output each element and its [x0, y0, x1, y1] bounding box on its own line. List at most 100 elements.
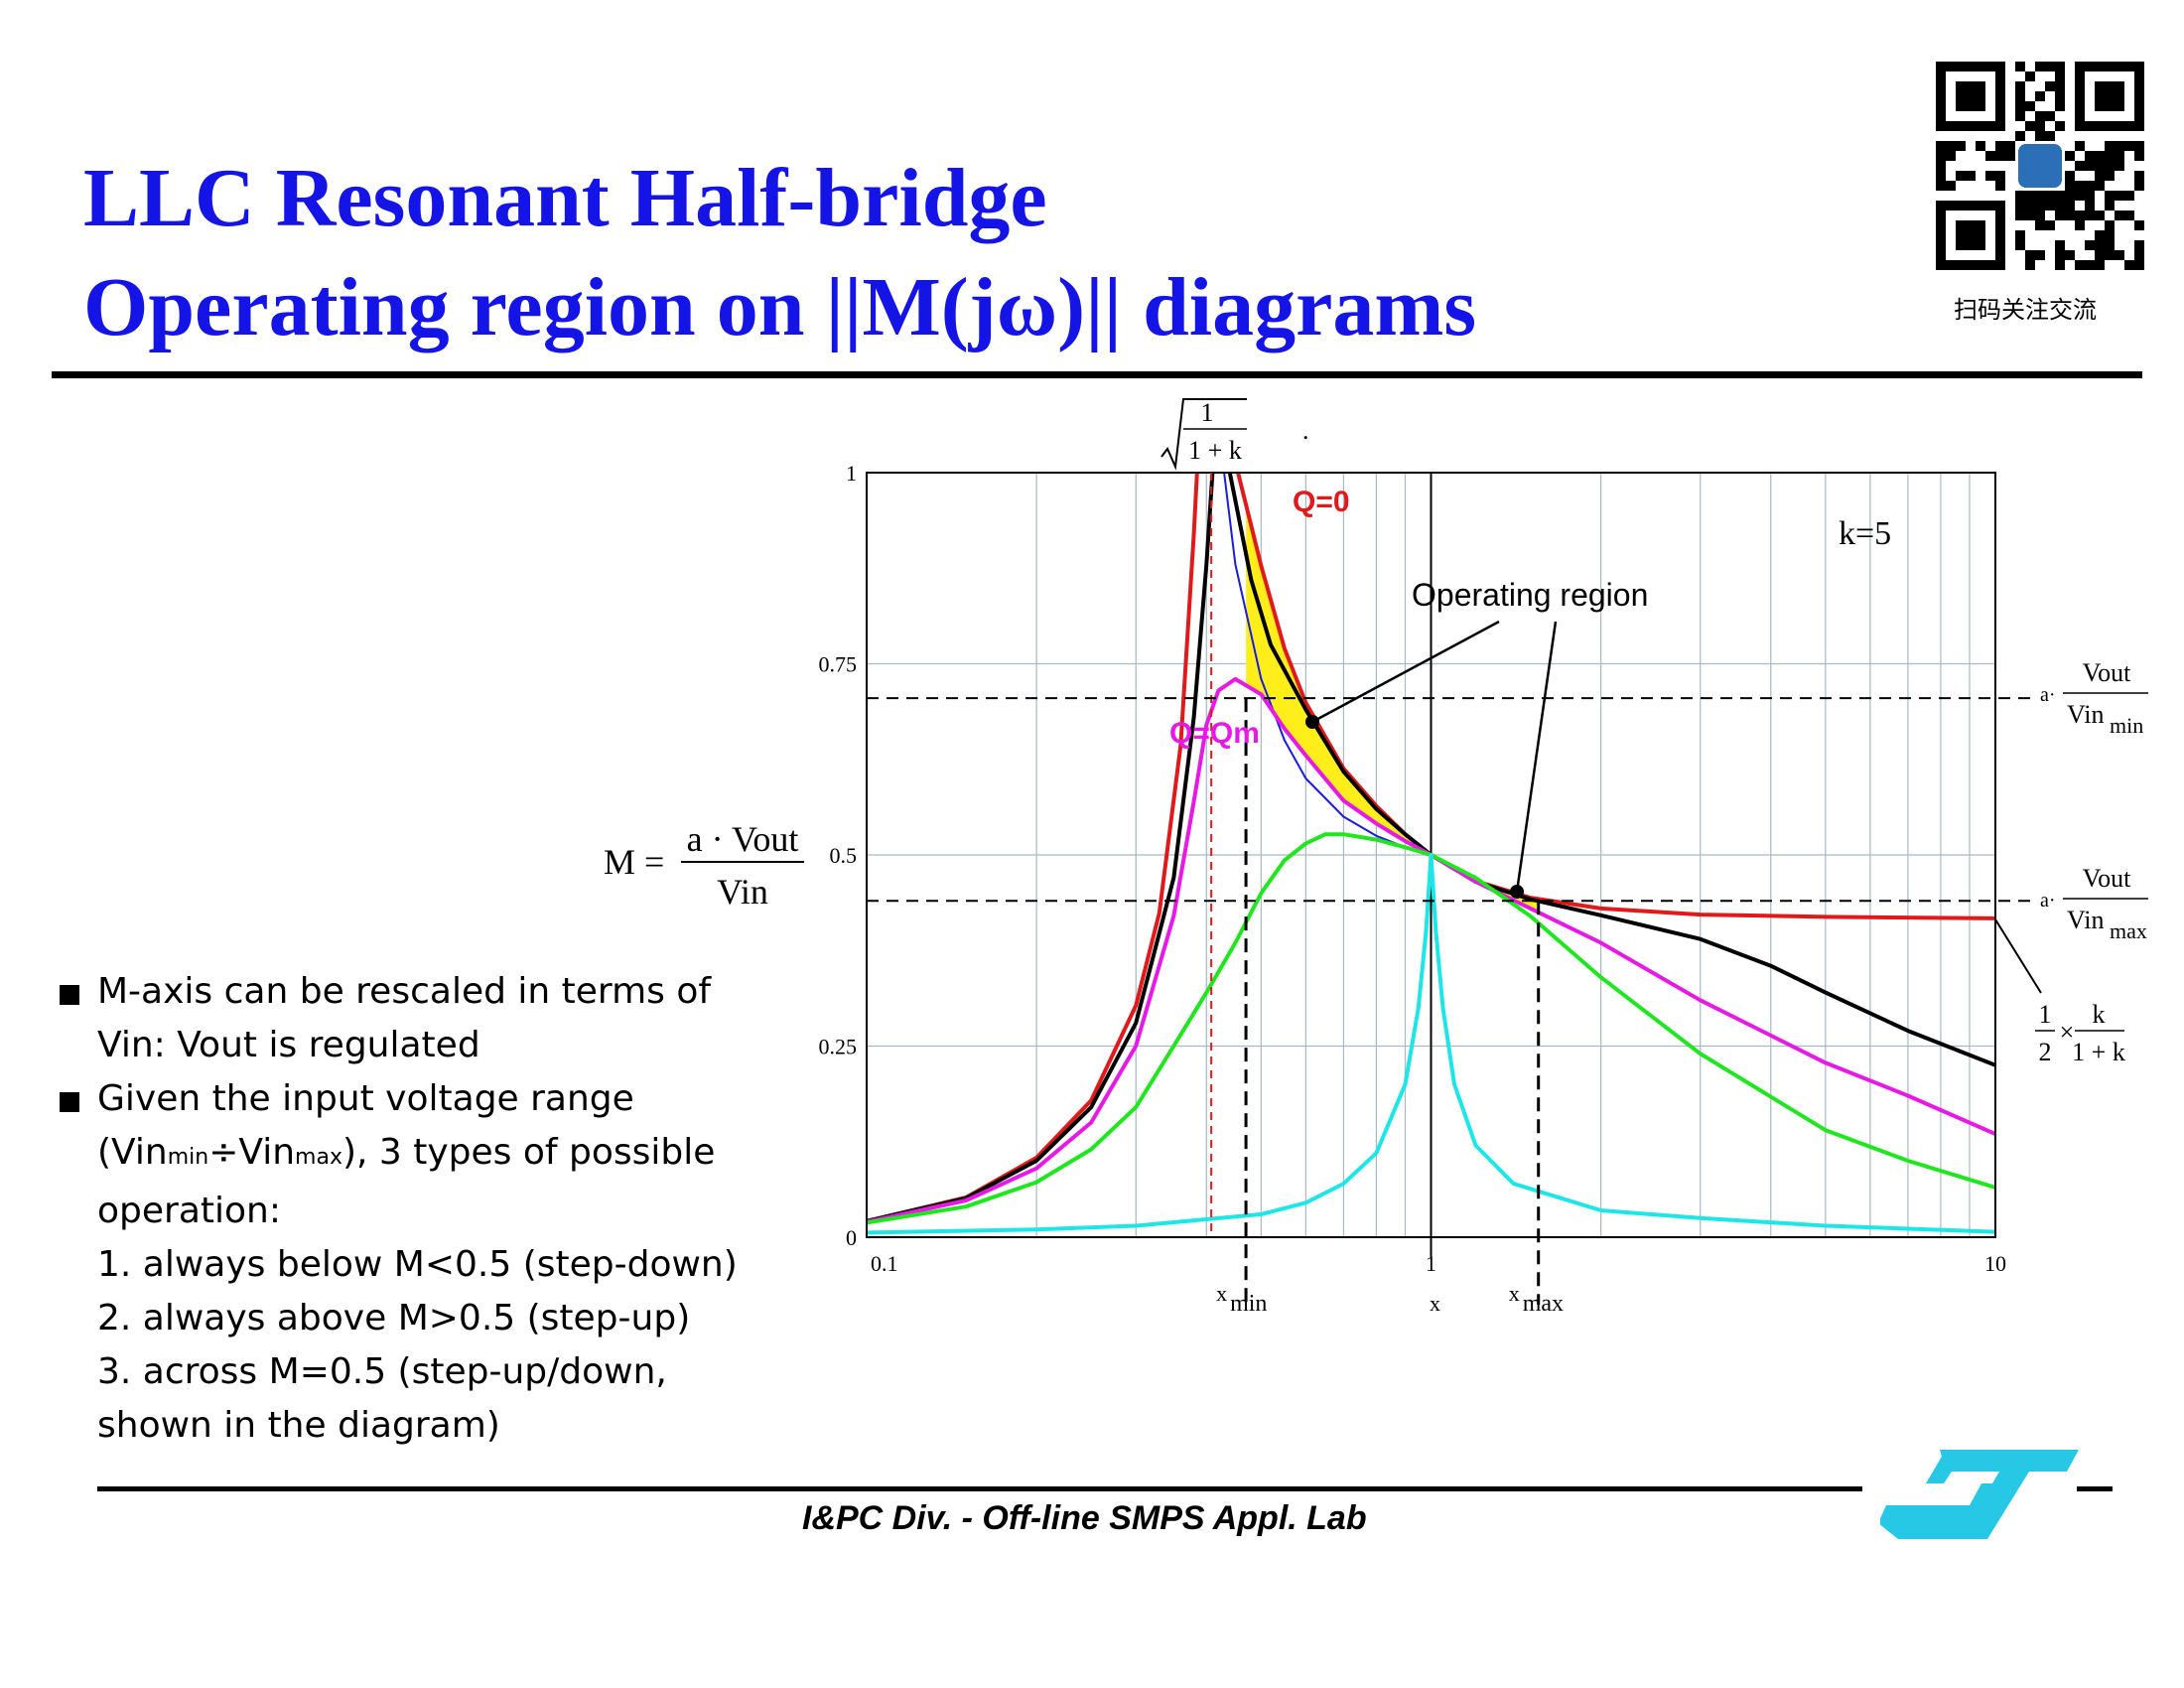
op-pointer-lower: [1515, 621, 1558, 893]
qr-module: [2095, 260, 2105, 270]
qr-module: [2095, 161, 2105, 171]
qr-module: [2095, 151, 2105, 161]
qr-module: [2045, 131, 2055, 141]
xmax-label: x: [1509, 1281, 1520, 1306]
qr-module: [2025, 121, 2035, 131]
qr-module: [2075, 260, 2085, 270]
qr-module: [2035, 131, 2045, 141]
vinmax-num: Vout: [2083, 864, 2131, 893]
bullet-item: Given the input voltage range (Vinmin÷Vi…: [56, 1072, 751, 1453]
qr-module: [1936, 141, 1946, 151]
qr-module: [2124, 260, 2134, 270]
qr-module: [1985, 171, 1995, 181]
xmax-sub: max: [1523, 1291, 1564, 1317]
bullet-square-icon: [60, 1092, 79, 1112]
xmin-sub: min: [1230, 1291, 1267, 1317]
vinmin-num: Vout: [2083, 658, 2131, 687]
xmin-label: x: [1216, 1281, 1227, 1306]
qr-module: [2045, 201, 2055, 211]
qr-module: [2115, 211, 2124, 220]
qr-module: [2055, 121, 2065, 131]
qr-module: [2115, 141, 2124, 151]
vinmax-a: a·: [2040, 890, 2056, 912]
qr-module: [2055, 62, 2065, 71]
tick-labels: 0 0.25 0.5 0.75 1 0.1 1 10: [819, 461, 2007, 1276]
qr-module: [2035, 111, 2045, 121]
qr-module: [2025, 71, 2035, 81]
qr-module: [2095, 171, 2105, 181]
m-definition: M = a · Vout Vin: [604, 819, 804, 912]
series-line: [867, 832, 1995, 1225]
qr-module: [2105, 151, 2115, 161]
qr-module: [2075, 220, 2085, 230]
reference-lines: [867, 473, 2035, 1305]
qr-module: [2035, 191, 2045, 201]
vinmax-label: a· Vout Vin max: [2040, 864, 2148, 943]
bullet-text: ÷Vin: [208, 1132, 296, 1173]
qr-module: [1946, 181, 1956, 191]
qr-module: [2055, 191, 2065, 201]
qr-module: [1976, 141, 1985, 151]
qr-module: [2025, 250, 2035, 260]
qr-module: [2025, 101, 2035, 111]
qr-module: [2055, 240, 2065, 250]
qr-module: [2035, 201, 2045, 211]
qr-module: [2035, 62, 2045, 71]
qr-module: [1946, 141, 1956, 151]
stray-dot: .: [1302, 416, 1309, 445]
qr-module: [2075, 181, 2085, 191]
y-tick-label: 0.25: [819, 1035, 858, 1059]
qr-module: [2065, 171, 2075, 181]
qr-module: [2105, 141, 2115, 151]
qr-module: [2015, 131, 2025, 141]
qr-module: [2015, 201, 2025, 211]
qr-module: [2085, 161, 2095, 171]
qr-module: [2025, 191, 2035, 201]
y-tick-label: 0: [846, 1225, 857, 1250]
qr-module: [2025, 260, 2035, 270]
op-point-lower: [1510, 885, 1524, 899]
operation-item-1: 1. always below M<0.5 (step-down): [97, 1244, 738, 1285]
qr-module: [1995, 151, 2005, 161]
operating-region-label: Operating region: [1412, 577, 1648, 613]
qr-module: [2055, 260, 2065, 270]
qr-module: [2134, 151, 2144, 161]
qr-module: [2085, 211, 2095, 220]
footer-divider: [97, 1486, 1862, 1491]
qr-module: [2075, 211, 2085, 220]
qr-module: [2075, 141, 2085, 151]
series-line: [867, 853, 1995, 1235]
x-tick-label: 0.1: [871, 1251, 898, 1276]
qr-module: [2134, 220, 2144, 230]
title-line-2: Operating region on ||M(jω)|| diagrams: [83, 261, 1477, 353]
qr-module: [2045, 81, 2055, 91]
times-sign: ×: [2060, 1018, 2075, 1047]
k-frac-num: k: [2093, 1000, 2106, 1029]
qr-module: [2035, 211, 2045, 220]
op-point-upper: [1305, 715, 1319, 729]
qr-module: [2115, 151, 2124, 161]
qr-module: [2005, 151, 2015, 161]
qr-module: [2095, 250, 2105, 260]
half-den: 2: [2039, 1038, 2052, 1066]
qr-module: [2105, 220, 2115, 230]
qr-module: [2115, 250, 2124, 260]
sqrt-formula: 1 1 + k: [1160, 398, 1247, 471]
qr-module: [2035, 250, 2045, 260]
m-def-den: Vin: [717, 872, 768, 912]
asymptote-pointer: [1994, 918, 2042, 994]
vinmax-den: Vin: [2067, 906, 2104, 934]
vinmin-den: Vin: [2067, 700, 2104, 729]
qr-module: [2055, 201, 2065, 211]
bullet-item: M-axis can be rescaled in terms of Vin: …: [56, 965, 751, 1072]
qr-module: [2015, 191, 2025, 201]
series-group: [867, 473, 1995, 1235]
qr-module: [2065, 211, 2075, 220]
qr-module: [1936, 151, 1946, 161]
qr-module: [2055, 101, 2065, 111]
qr-code-icon: [1936, 62, 2144, 270]
sqrt-den: 1 + k: [1188, 436, 1242, 465]
qr-module: [2015, 91, 2025, 101]
qr-module: [2115, 191, 2124, 201]
